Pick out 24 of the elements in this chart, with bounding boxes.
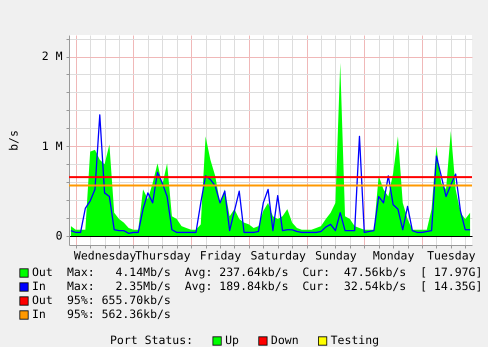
text: Max: 4.14Mb/s Avg: 237.64kb/s Cur: 47.56kb/s [ 17.97G] bbox=[67, 265, 482, 279]
y-tick-label: 0 bbox=[56, 228, 63, 243]
x-tick-label: Saturday bbox=[250, 248, 306, 262]
legend-label: Out bbox=[32, 293, 53, 307]
y-tick-label: 1 M bbox=[42, 138, 63, 153]
y-tick-label: 2 M bbox=[42, 49, 63, 64]
text: Port Status: bbox=[110, 333, 194, 347]
category-label: Testing bbox=[330, 333, 380, 347]
text: Max: 2.35Mb/s Avg: 189.84kb/s Cur: 32.54kb/s [ 14.35G] bbox=[67, 279, 482, 293]
text: 95%: 562.36kb/s bbox=[67, 307, 171, 321]
line-series bbox=[70, 114, 471, 234]
y-axis-title: b/s bbox=[6, 130, 21, 151]
category-label: Down bbox=[270, 333, 299, 347]
x-tick-label: Friday bbox=[200, 248, 242, 262]
legend-label: In bbox=[32, 307, 46, 321]
text: 95%: 655.70kb/s bbox=[67, 293, 171, 307]
x-tick-label: Thursday bbox=[135, 248, 191, 262]
legend-label: Out bbox=[32, 265, 53, 279]
x-tick-label: Monday bbox=[372, 248, 414, 262]
x-tick-label: Sunday bbox=[315, 248, 357, 262]
category-label: Up bbox=[225, 333, 239, 347]
legend-label: In bbox=[32, 279, 46, 293]
x-tick-label: Tuesday bbox=[427, 248, 476, 262]
x-tick-label: Wednesday bbox=[74, 248, 136, 262]
